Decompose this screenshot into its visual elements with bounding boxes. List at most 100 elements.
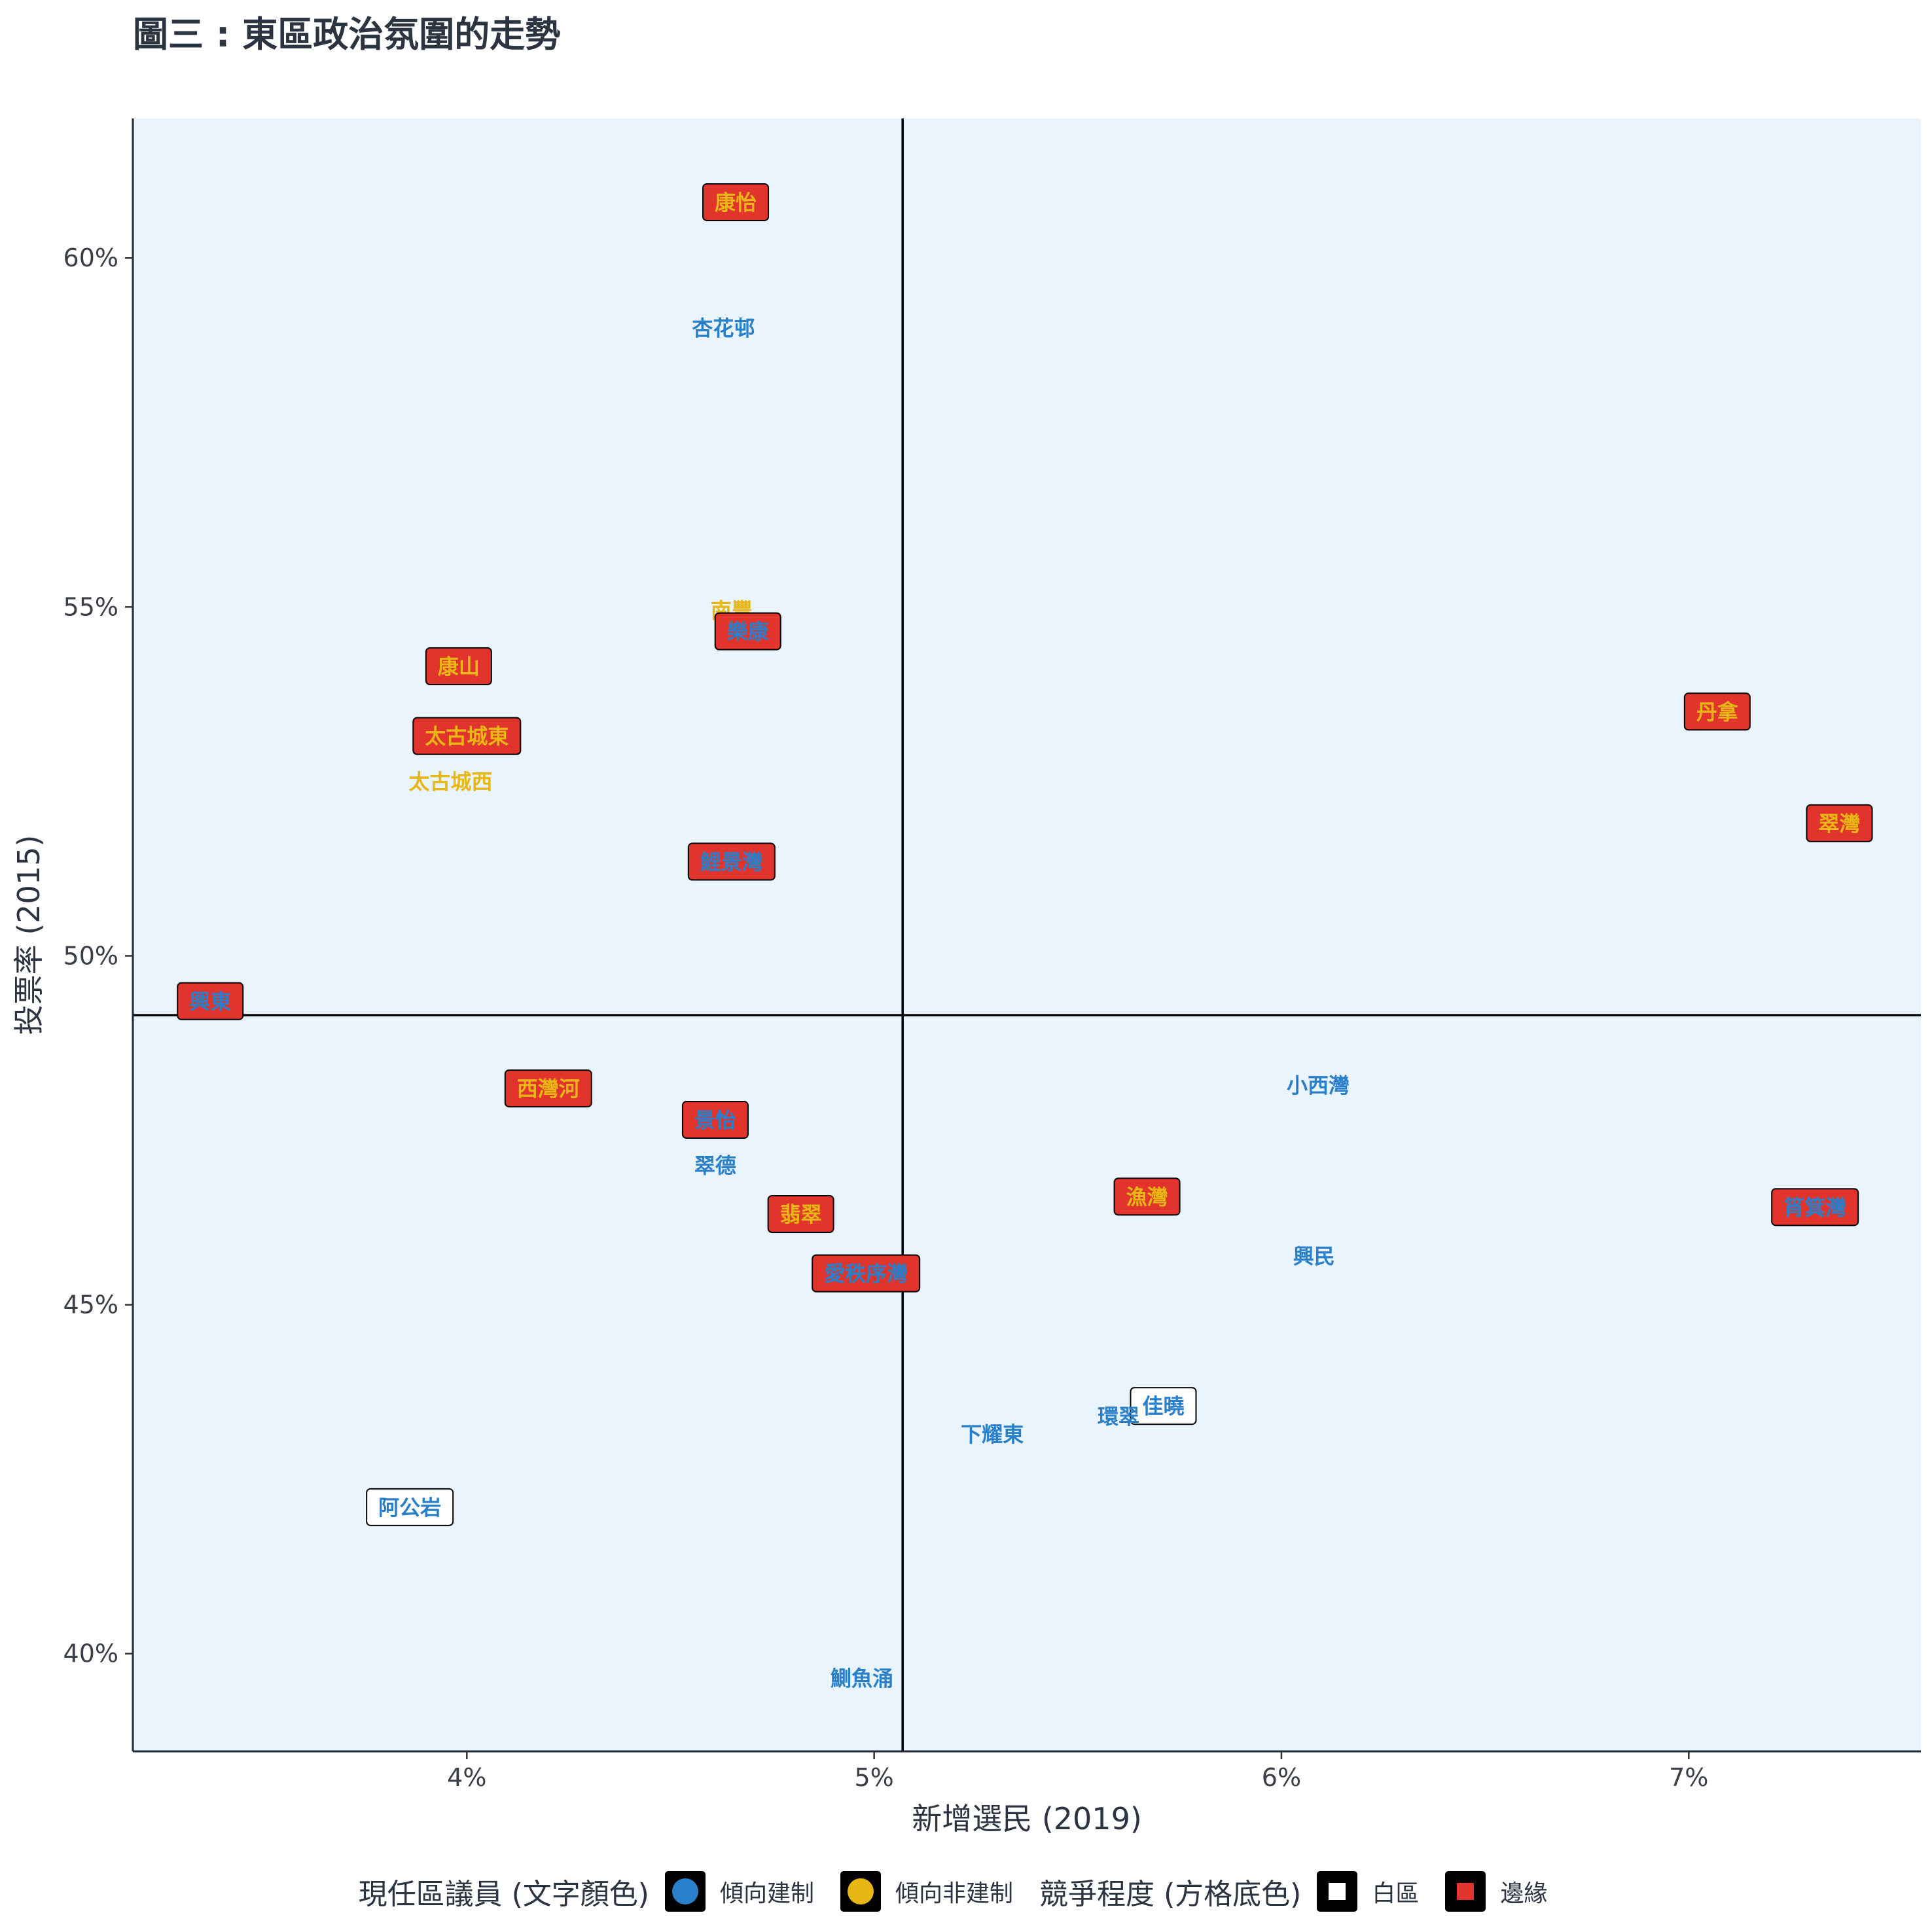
data-point: 佳曉: [1130, 1387, 1197, 1425]
x-tick-label: 4%: [447, 1763, 486, 1792]
data-point: 康怡: [702, 183, 770, 221]
legend-item-non-establishment: 傾向非建制: [840, 1871, 1013, 1912]
white-square-icon: [1329, 1883, 1346, 1900]
label-box: [687, 842, 776, 881]
legend-label-non-establishment: 傾向非建制: [895, 1880, 1013, 1907]
label-box: [812, 1254, 921, 1293]
label-box: [504, 1069, 592, 1108]
point-label: 翡翠: [780, 1202, 822, 1227]
point-label: 興東: [189, 989, 231, 1014]
point-label: 下耀東: [961, 1422, 1024, 1446]
point-label: 杏花邨: [692, 315, 755, 340]
data-point: 小西灣: [1287, 1073, 1350, 1098]
data-point: 筲箕灣: [1771, 1188, 1859, 1226]
data-point: 鰂魚涌: [831, 1666, 893, 1691]
y-tick-label: 45%: [63, 1291, 118, 1319]
point-label: 景怡: [694, 1108, 736, 1133]
label-box: [412, 717, 522, 755]
data-point: 樂康: [714, 612, 781, 651]
point-label: 筲箕灣: [1783, 1195, 1846, 1220]
data-point: 丹拿: [1683, 692, 1751, 731]
data-point: 景怡: [681, 1101, 749, 1139]
data-point: 下耀東: [961, 1422, 1024, 1446]
legend: 現任區議員 (文字顏色) 傾向建制 傾向非建制 競爭程度 (方格底色) 白區 邊…: [0, 1870, 1932, 1912]
plot-background: [133, 118, 1921, 1751]
data-point: 阿公岩: [366, 1488, 454, 1526]
label-box: [1113, 1177, 1181, 1216]
y-tick-label: 55%: [63, 592, 118, 621]
data-point: 太古城東: [412, 717, 522, 755]
data-point: 翡翠: [767, 1194, 834, 1233]
label-box: [177, 982, 244, 1020]
label-box: [366, 1488, 454, 1526]
point-label: 太古城東: [425, 724, 509, 749]
legend-label-marginal: 邊緣: [1500, 1880, 1548, 1907]
y-tick-label: 40%: [63, 1639, 118, 1668]
data-point: 漁灣: [1113, 1177, 1181, 1216]
label-box: [681, 1101, 749, 1139]
label-box: [1806, 804, 1873, 842]
point-label: 漁灣: [1126, 1185, 1168, 1209]
point-label: 翠德: [694, 1153, 736, 1178]
data-point: 翠德: [694, 1153, 736, 1178]
point-label: 愛秩序灣: [824, 1261, 908, 1286]
data-point: 興民: [1293, 1243, 1335, 1268]
data-point: 環翠: [1098, 1404, 1139, 1429]
point-label: 西灣河: [517, 1077, 580, 1101]
x-tick-label: 5%: [854, 1763, 893, 1792]
axes: 4% 5% 6% 7% 40% 45% 50% 55% 60%: [63, 118, 1921, 1792]
x-tick-label: 6%: [1262, 1763, 1301, 1792]
label-box: [1130, 1387, 1197, 1425]
y-tick-label: 60%: [63, 243, 118, 272]
legend-label-white-zone: 白區: [1372, 1880, 1420, 1907]
legend-item-marginal: 邊緣: [1445, 1871, 1547, 1912]
legend-key-non-establishment: [840, 1871, 881, 1912]
data-point: 鯉景灣: [687, 842, 776, 881]
y-axis-title: 投票率 (2015): [11, 835, 46, 1035]
label-box: [1683, 692, 1751, 731]
point-label: 鰂魚涌: [831, 1666, 893, 1691]
legend-key-white-zone: [1317, 1871, 1358, 1912]
legend-competition-title: 競爭程度 (方格底色): [1039, 1878, 1302, 1911]
data-point: 興東: [177, 982, 244, 1020]
data-point: 太古城西: [408, 769, 492, 794]
point-label: 阿公岩: [378, 1495, 441, 1520]
yellow-dot-icon: [847, 1878, 874, 1905]
y-tick-label: 50%: [63, 941, 118, 970]
data-point: 翠灣: [1806, 804, 1873, 842]
data-point: 杏花邨: [692, 315, 755, 340]
point-label: 小西灣: [1287, 1073, 1350, 1098]
legend-item-establishment: 傾向建制: [664, 1871, 814, 1912]
point-label: 樂康: [727, 619, 770, 644]
point-label: 佳曉: [1142, 1394, 1184, 1419]
point-label: 康山: [438, 654, 480, 679]
legend-key-establishment: [664, 1871, 706, 1912]
legend-item-white-zone: 白區: [1317, 1871, 1419, 1912]
label-box: [702, 183, 770, 221]
legend-label-establishment: 傾向建制: [719, 1880, 814, 1907]
point-label: 翠灣: [1819, 811, 1861, 836]
legend-key-marginal: [1445, 1871, 1486, 1912]
label-box: [714, 612, 781, 651]
x-axis-title: 新增選民 (2019): [912, 1801, 1142, 1836]
point-label: 環翠: [1098, 1404, 1139, 1429]
reference-lines: [133, 118, 1921, 1751]
label-box: [1771, 1188, 1859, 1226]
chart-title: 圖三 : 東區政治氛圍的走勢: [133, 14, 561, 55]
legend-councillor-title: 現任區議員 (文字顏色): [358, 1878, 649, 1911]
point-label: 興民: [1293, 1243, 1335, 1268]
point-label: 康怡: [715, 190, 757, 215]
data-point: 愛秩序灣: [812, 1254, 921, 1293]
point-label: 鯉景灣: [700, 850, 763, 874]
red-square-icon: [1457, 1883, 1475, 1900]
label-box: [767, 1194, 834, 1233]
x-tick-label: 7%: [1669, 1763, 1708, 1792]
label-box: [425, 647, 492, 685]
data-point: 西灣河: [504, 1069, 592, 1108]
point-label: 太古城西: [408, 769, 492, 794]
blue-dot-icon: [671, 1878, 698, 1905]
point-label: 丹拿: [1696, 700, 1738, 724]
data-point: 康山: [425, 647, 492, 685]
